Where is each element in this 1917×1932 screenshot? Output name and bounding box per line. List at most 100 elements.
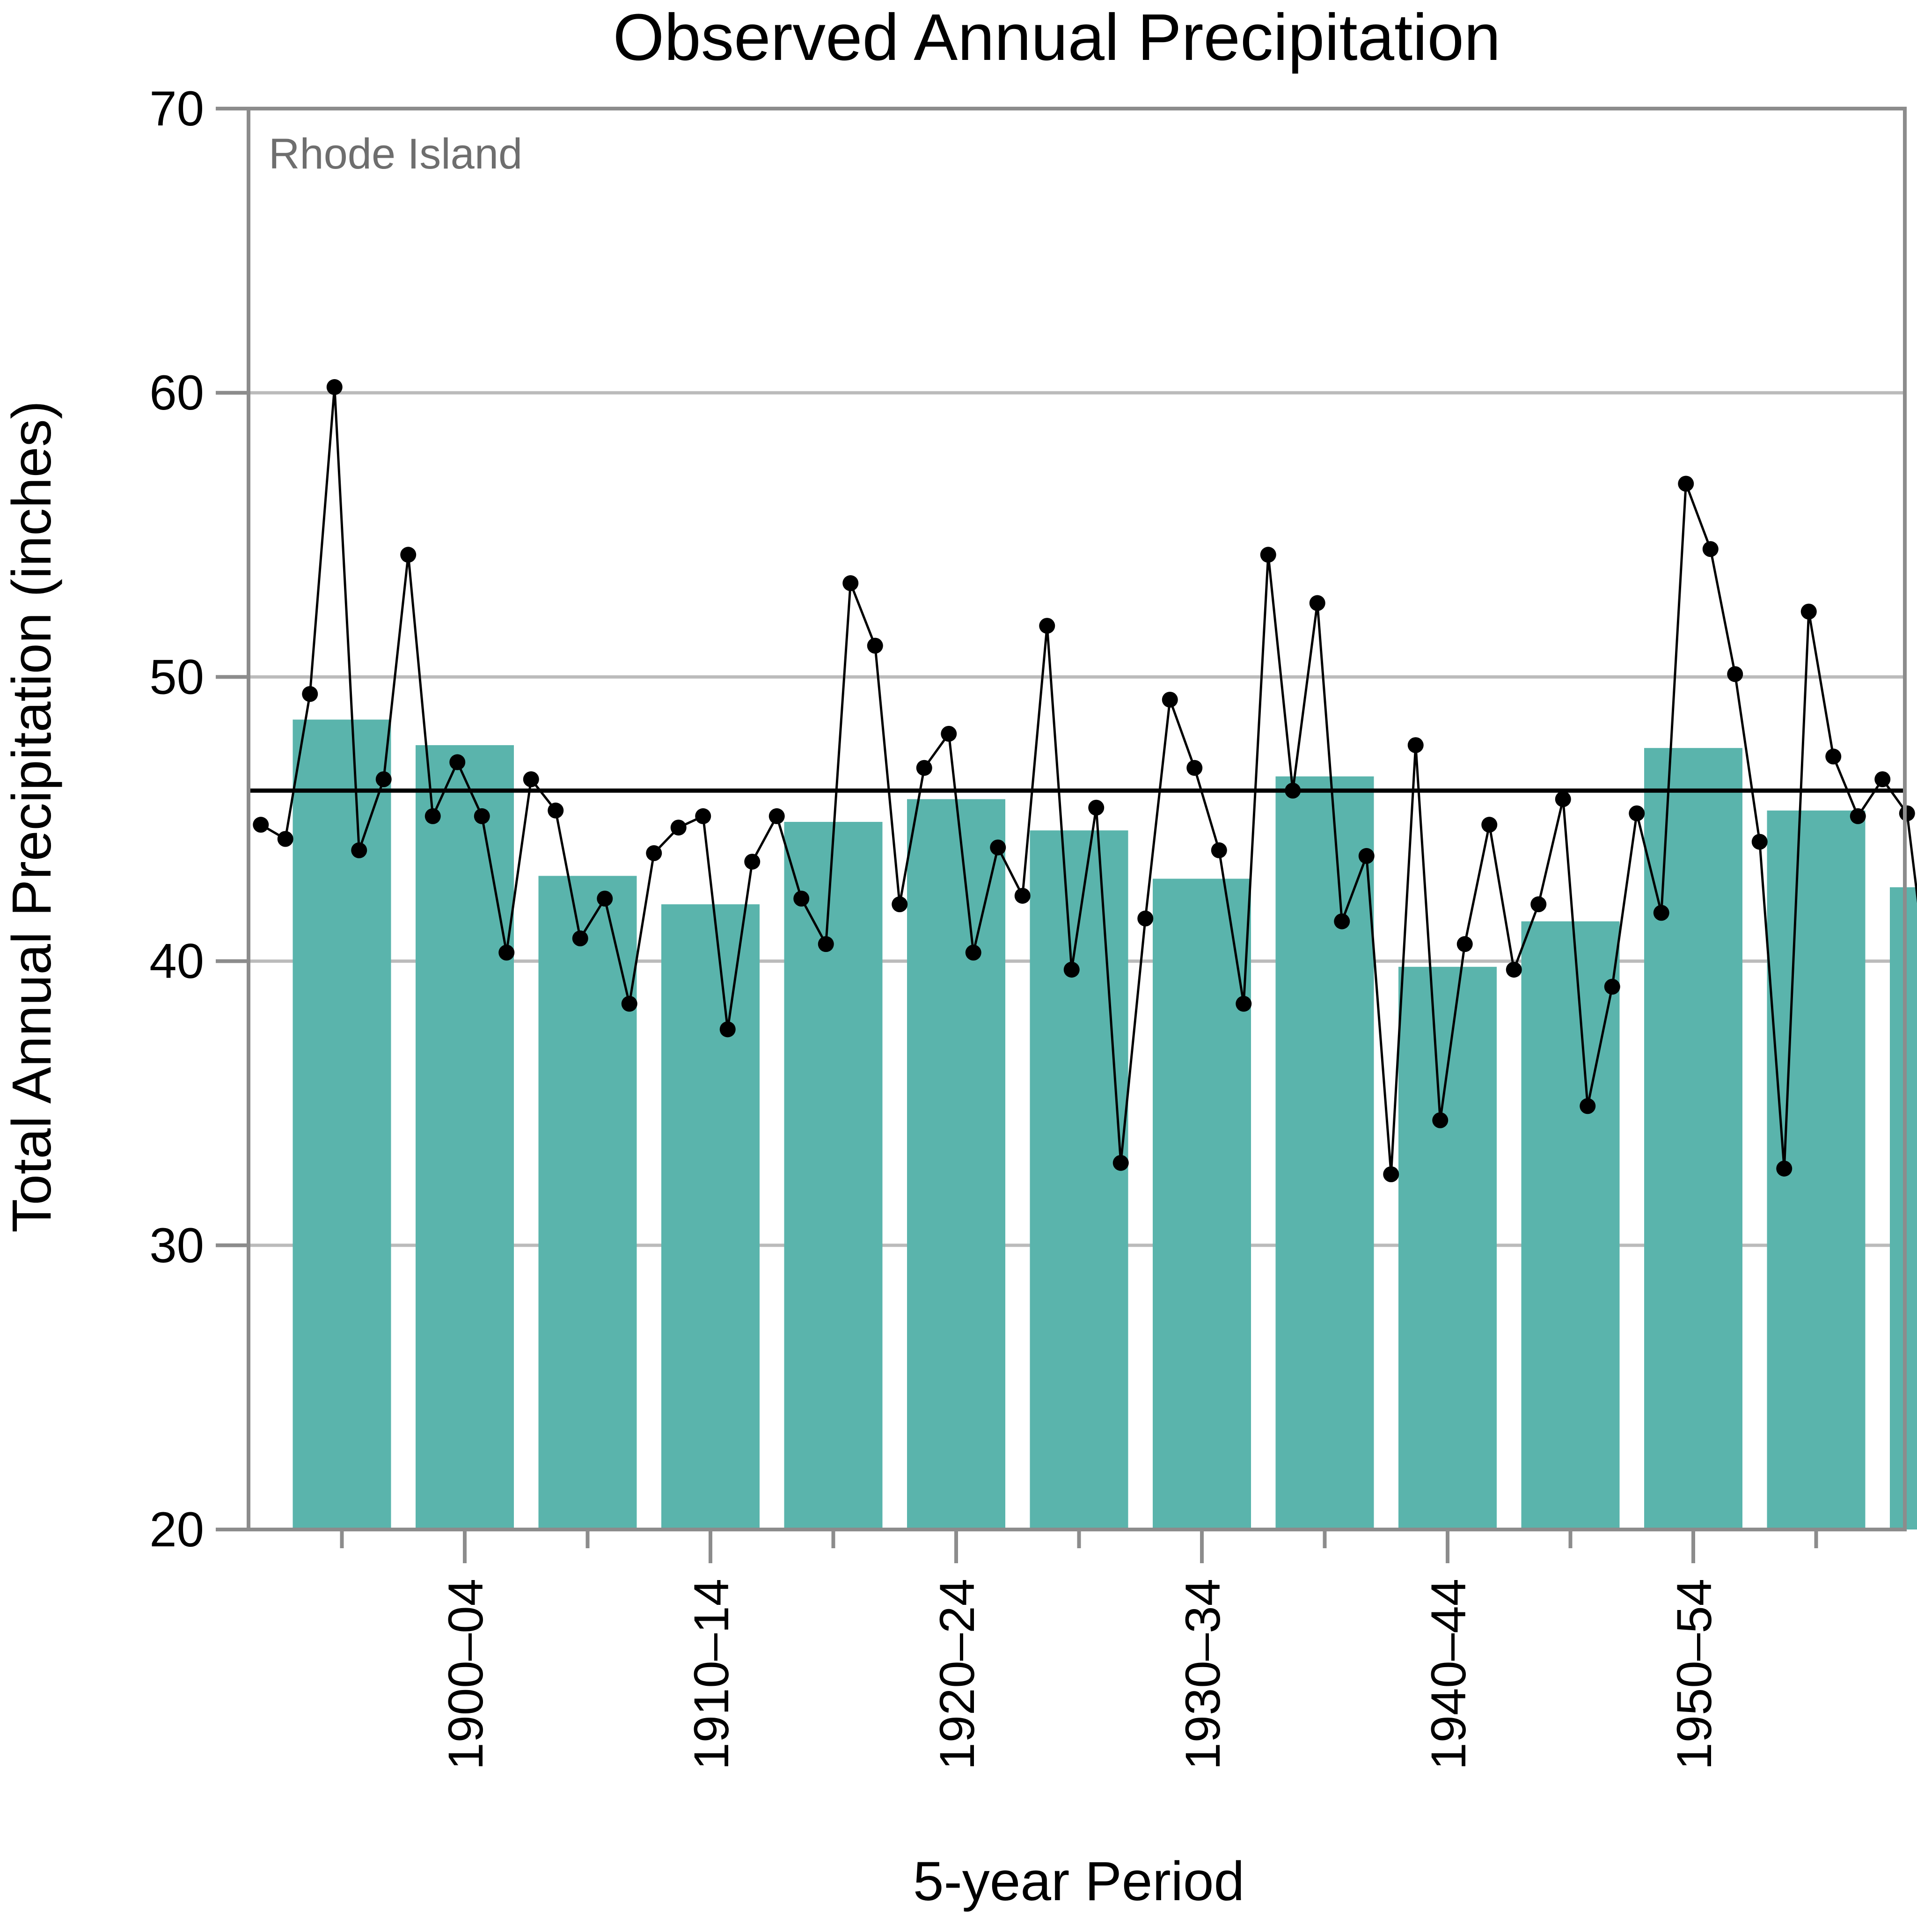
point-1898 [326, 379, 343, 395]
point-1903 [449, 754, 466, 770]
plot-frame [247, 107, 1907, 1531]
bar-1930–34 [1153, 878, 1251, 1530]
point-1905 [498, 944, 515, 961]
x-tick-label-1910–14: 1910–14 [684, 1579, 739, 1770]
chart-title: Observed Annual Precipitation [613, 0, 1501, 74]
y-tick-label-30: 30 [149, 1218, 204, 1273]
bar-1945–49 [1521, 921, 1620, 1530]
point-1910 [621, 995, 637, 1012]
point-1936 [1260, 547, 1276, 563]
y-tick-label-50: 50 [149, 650, 204, 704]
point-1954 [1702, 541, 1719, 557]
point-1902 [424, 808, 441, 824]
annual-series-line [260, 387, 1917, 1175]
point-1906 [523, 771, 539, 787]
y-axis: 20 30 40 50 60 70 [149, 81, 249, 1557]
point-1920 [867, 637, 883, 654]
point-1925 [990, 839, 1006, 856]
y-tick-label-70: 70 [149, 81, 204, 136]
point-1939 [1334, 913, 1350, 929]
y-tick-label-20: 20 [149, 1502, 204, 1557]
point-1924 [965, 944, 981, 961]
region-label: Rhode Island [269, 130, 522, 178]
point-1916 [768, 808, 785, 824]
point-1921 [892, 896, 908, 913]
point-1951 [1629, 805, 1645, 821]
point-1899 [351, 842, 367, 858]
x-axis: 1900–04 1910–14 1920–24 1930–34 1940–44 1950–… [340, 1530, 1917, 1770]
point-1961 [1874, 771, 1891, 787]
x-tick-label-1900–04: 1900–04 [439, 1579, 493, 1770]
point-1948 [1555, 791, 1571, 807]
bar-1910–14 [661, 904, 760, 1530]
point-1962 [1899, 805, 1915, 821]
point-1904 [474, 808, 490, 824]
point-1932 [1162, 691, 1178, 708]
x-tick-label-1930–34: 1930–34 [1176, 1579, 1230, 1770]
point-1923 [941, 725, 957, 742]
x-axis-title: 5-year Period [913, 1851, 1244, 1912]
annual-series-points [253, 379, 1915, 1182]
bar-1895–99 [293, 719, 391, 1530]
point-1897 [302, 686, 318, 702]
bar-1940–44 [1398, 966, 1497, 1530]
point-1912 [670, 820, 687, 836]
point-1953 [1678, 476, 1694, 492]
point-1949 [1580, 1098, 1596, 1114]
point-1908 [572, 930, 588, 947]
point-1943 [1432, 1112, 1449, 1128]
point-1914 [719, 1021, 736, 1038]
point-1911 [646, 845, 662, 861]
point-1927 [1039, 618, 1055, 634]
point-1947 [1530, 896, 1547, 913]
bar-1925–29 [1030, 830, 1128, 1530]
point-1929 [1088, 799, 1105, 816]
point-1930 [1112, 1155, 1129, 1171]
point-1928 [1063, 961, 1080, 978]
point-1909 [597, 891, 613, 907]
bar-1950–54 [1644, 748, 1742, 1530]
point-1940 [1358, 848, 1375, 864]
point-1941 [1383, 1166, 1399, 1182]
point-1900 [375, 771, 392, 787]
point-1942 [1407, 737, 1424, 754]
point-1907 [548, 802, 564, 819]
bar-1915–19 [784, 822, 883, 1530]
y-tick-label-40: 40 [149, 934, 204, 989]
point-1938 [1309, 595, 1325, 611]
point-1917 [793, 891, 810, 907]
y-tick-label-60: 60 [149, 366, 204, 420]
point-1915 [744, 854, 761, 870]
point-1926 [1014, 887, 1031, 904]
x-tick-label-1940–44: 1940–44 [1421, 1579, 1476, 1770]
point-1944 [1456, 936, 1473, 952]
bar-1900–04 [416, 745, 514, 1530]
point-1901 [400, 547, 417, 563]
bar-1905–09 [538, 876, 637, 1530]
point-1960 [1850, 808, 1866, 824]
point-1934 [1211, 842, 1227, 858]
point-1957 [1776, 1160, 1793, 1177]
x-tick-label-1960–64: 1960–64 [1913, 1579, 1917, 1770]
point-1958 [1800, 603, 1817, 620]
point-1952 [1653, 905, 1669, 921]
point-1959 [1825, 748, 1842, 765]
point-1922 [916, 760, 932, 776]
point-1935 [1236, 995, 1252, 1012]
x-tick-label-1950–54: 1950–54 [1667, 1579, 1722, 1770]
point-1945 [1481, 817, 1498, 833]
point-1950 [1604, 979, 1620, 995]
point-1931 [1137, 910, 1154, 927]
point-1955 [1727, 666, 1743, 682]
point-1913 [695, 808, 711, 824]
point-1918 [818, 936, 834, 952]
point-1937 [1285, 783, 1301, 799]
point-1896 [277, 831, 293, 847]
point-1895 [253, 817, 269, 833]
y-axis-title: Total Annual Precipitation (inches) [1, 401, 63, 1233]
x-tick-label-1920–24: 1920–24 [930, 1579, 985, 1770]
bar-1935–39 [1275, 776, 1374, 1530]
bar-1920–24 [907, 799, 1005, 1530]
point-1933 [1186, 760, 1203, 776]
